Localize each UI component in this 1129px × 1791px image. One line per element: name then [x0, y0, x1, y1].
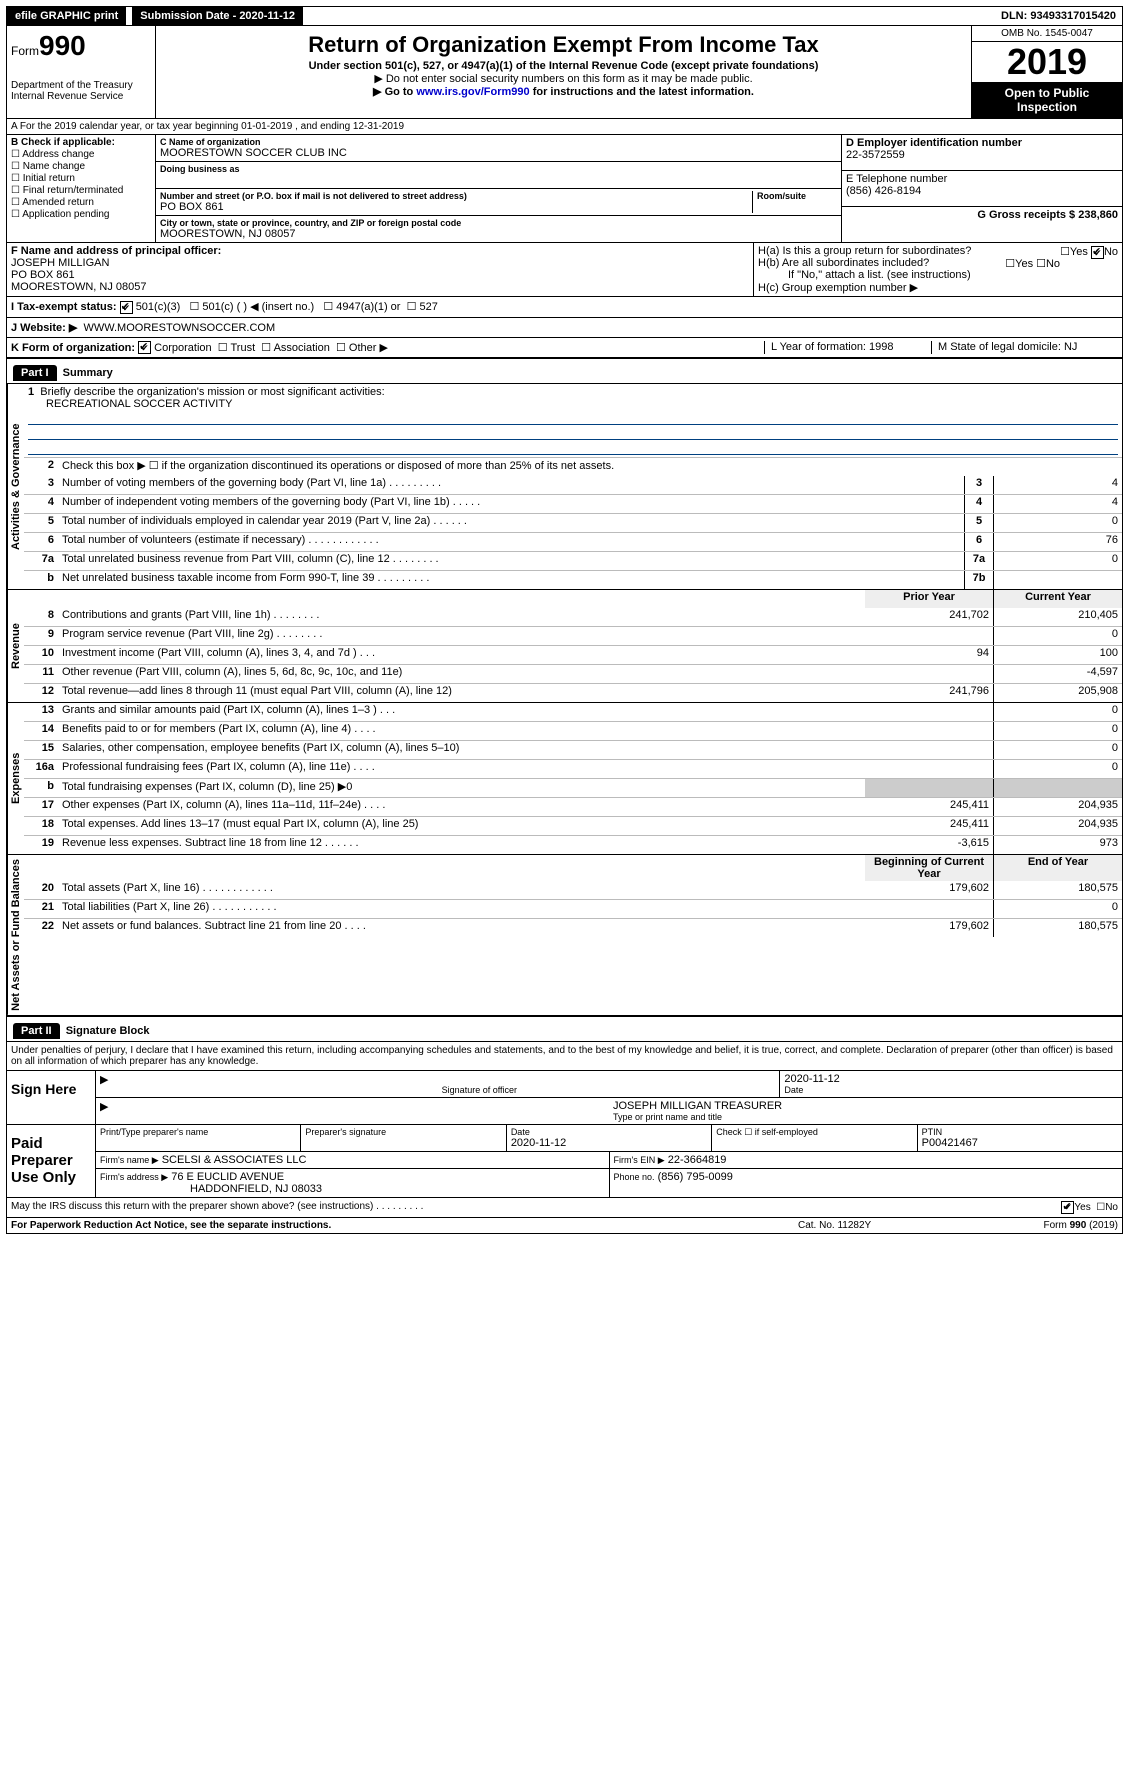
exp-line-17: 17 Other expenses (Part IX, column (A), …	[24, 797, 1122, 816]
footer: For Paperwork Reduction Act Notice, see …	[6, 1218, 1123, 1234]
tax-year: 2019	[972, 42, 1122, 82]
form-label: Form	[11, 44, 39, 58]
org-address: PO BOX 861	[160, 201, 752, 213]
declaration: Under penalties of perjury, I declare th…	[6, 1042, 1123, 1071]
website[interactable]: WWW.MOORESTOWNSOCCER.COM	[83, 322, 275, 334]
discuss-yesno[interactable]: Yes ☐No	[1061, 1201, 1118, 1214]
rev-line-9: 9 Program service revenue (Part VIII, li…	[24, 626, 1122, 645]
exp-line-b: b Total fundraising expenses (Part IX, c…	[24, 778, 1122, 797]
cb-initial[interactable]: ☐ Initial return	[11, 173, 151, 184]
gov-line-b: b Net unrelated business taxable income …	[24, 570, 1122, 589]
hb-yesno[interactable]: ☐Yes ☐No	[1005, 257, 1060, 270]
org-name: MOORESTOWN SOCCER CLUB INC	[160, 147, 837, 159]
row-j: J Website: ▶ WWW.MOORESTOWNSOCCER.COM	[6, 318, 1123, 338]
revenue-section: Revenue Prior YearCurrent Year 8 Contrib…	[6, 590, 1123, 703]
cb-amended[interactable]: ☐ Amended return	[11, 197, 151, 208]
gov-line-3: 3 Number of voting members of the govern…	[24, 476, 1122, 494]
form-header: Form990 Department of the Treasury Inter…	[6, 26, 1123, 119]
exp-line-15: 15 Salaries, other compensation, employe…	[24, 740, 1122, 759]
firm-name: SCELSI & ASSOCIATES LLC	[162, 1154, 307, 1166]
gov-line-7a: 7a Total unrelated business revenue from…	[24, 551, 1122, 570]
org-city: MOORESTOWN, NJ 08057	[160, 228, 837, 240]
form-title: Return of Organization Exempt From Incom…	[160, 32, 967, 58]
governance-section: Activities & Governance 1 Briefly descri…	[6, 384, 1123, 590]
omb-number: OMB No. 1545-0047	[972, 26, 1122, 42]
gov-line-4: 4 Number of independent voting members o…	[24, 494, 1122, 513]
sign-here-block: Sign Here ▶ Signature of officer 2020-11…	[6, 1071, 1123, 1125]
preparer-phone: (856) 795-0099	[658, 1171, 733, 1183]
rev-line-10: 10 Investment income (Part VIII, column …	[24, 645, 1122, 664]
dln: DLN: 93493317015420	[1001, 10, 1122, 22]
vtab-expenses: Expenses	[7, 703, 24, 854]
cb-501c3[interactable]	[120, 301, 133, 314]
gov-line-5: 5 Total number of individuals employed i…	[24, 513, 1122, 532]
vtab-revenue: Revenue	[7, 590, 24, 702]
efile-label[interactable]: efile GRAPHIC print	[7, 7, 126, 25]
dept-label: Department of the Treasury Internal Reve…	[11, 80, 151, 102]
state-domicile: M State of legal domicile: NJ	[931, 341, 1118, 355]
submission-date: Submission Date - 2020-11-12	[132, 7, 303, 25]
rev-line-11: 11 Other revenue (Part VIII, column (A),…	[24, 664, 1122, 683]
ptin: P00421467	[922, 1137, 1118, 1149]
note-goto: ▶ Go to www.irs.gov/Form990 for instruct…	[160, 85, 967, 98]
paid-preparer-block: Paid Preparer Use Only Print/Type prepar…	[6, 1125, 1123, 1198]
officer-sig-name: JOSEPH MILLIGAN TREASURER	[613, 1100, 1118, 1112]
firm-ein: 22-3664819	[668, 1154, 727, 1166]
row-a-dates: A For the 2019 calendar year, or tax yea…	[6, 119, 1123, 135]
section-b-to-g: B Check if applicable: ☐ Address change …	[6, 135, 1123, 243]
phone: (856) 426-8194	[846, 185, 921, 197]
exp-line-16a: 16a Professional fundraising fees (Part …	[24, 759, 1122, 778]
net-line-20: 20 Total assets (Part X, line 16) . . . …	[24, 881, 1122, 899]
gross-receipts: G Gross receipts $ 238,860	[977, 209, 1118, 221]
part2-header: Part II Signature Block	[6, 1016, 1123, 1042]
net-line-22: 22 Net assets or fund balances. Subtract…	[24, 918, 1122, 937]
cb-address[interactable]: ☐ Address change	[11, 149, 151, 160]
ha-yesno[interactable]: ☐Yes No	[1060, 245, 1118, 259]
mission: RECREATIONAL SOCCER ACTIVITY	[28, 398, 232, 410]
netassets-section: Net Assets or Fund Balances Beginning of…	[6, 855, 1123, 1016]
expenses-section: Expenses 13 Grants and similar amounts p…	[6, 703, 1123, 855]
col-b-checkboxes: B Check if applicable: ☐ Address change …	[7, 135, 156, 242]
form-number: 990	[39, 30, 86, 61]
irs-link[interactable]: www.irs.gov/Form990	[416, 86, 529, 98]
exp-line-14: 14 Benefits paid to or for members (Part…	[24, 721, 1122, 740]
cb-pending[interactable]: ☐ Application pending	[11, 209, 151, 220]
gov-line-6: 6 Total number of volunteers (estimate i…	[24, 532, 1122, 551]
cb-final[interactable]: ☐ Final return/terminated	[11, 185, 151, 196]
rev-line-12: 12 Total revenue—add lines 8 through 11 …	[24, 683, 1122, 702]
discuss-row: May the IRS discuss this return with the…	[6, 1198, 1123, 1218]
open-to-public: Open to Public Inspection	[972, 82, 1122, 118]
cb-name[interactable]: ☐ Name change	[11, 161, 151, 172]
note-ssn: ▶ Do not enter social security numbers o…	[160, 72, 967, 85]
exp-line-13: 13 Grants and similar amounts paid (Part…	[24, 703, 1122, 721]
row-i: I Tax-exempt status: 501(c)(3) ☐ 501(c) …	[6, 297, 1123, 318]
row-k: K Form of organization: Corporation ☐ Tr…	[6, 338, 1123, 359]
form-ref: Form 990 (2019)	[958, 1220, 1118, 1231]
top-bar: efile GRAPHIC print Submission Date - 20…	[6, 6, 1123, 26]
ein: 22-3572559	[846, 149, 905, 161]
vtab-governance: Activities & Governance	[7, 384, 24, 589]
net-line-21: 21 Total liabilities (Part X, line 26) .…	[24, 899, 1122, 918]
exp-line-19: 19 Revenue less expenses. Subtract line …	[24, 835, 1122, 854]
officer-name: JOSEPH MILLIGAN	[11, 257, 109, 269]
year-formation: L Year of formation: 1998	[764, 341, 931, 355]
exp-line-18: 18 Total expenses. Add lines 13–17 (must…	[24, 816, 1122, 835]
vtab-netassets: Net Assets or Fund Balances	[7, 855, 24, 1015]
cb-corp[interactable]	[138, 341, 151, 354]
part1-header: Part I Summary	[6, 358, 1123, 384]
section-f-h: F Name and address of principal officer:…	[6, 243, 1123, 297]
form-subtitle: Under section 501(c), 527, or 4947(a)(1)…	[160, 60, 967, 72]
rev-line-8: 8 Contributions and grants (Part VIII, l…	[24, 608, 1122, 626]
